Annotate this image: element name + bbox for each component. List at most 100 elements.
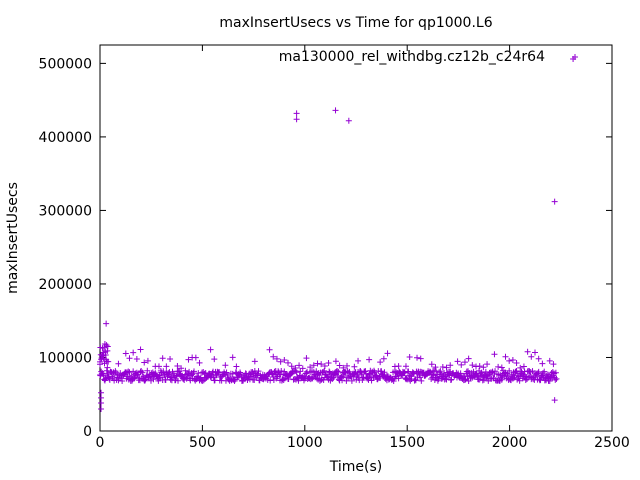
data-point xyxy=(335,368,342,375)
data-point xyxy=(185,356,192,363)
data-point xyxy=(343,362,350,369)
data-point xyxy=(144,357,151,364)
x-tick-label: 500 xyxy=(189,435,216,451)
data-point xyxy=(549,369,556,376)
data-point xyxy=(535,355,542,362)
data-point xyxy=(139,369,146,376)
data-point xyxy=(409,369,416,376)
data-point xyxy=(517,364,524,371)
data-point xyxy=(509,356,516,363)
legend: ma130000_rel_withdbg.cz12b_c24r64 xyxy=(279,49,578,65)
data-point xyxy=(346,368,353,375)
data-point xyxy=(107,368,114,375)
data-point xyxy=(288,363,295,370)
data-point xyxy=(506,367,513,374)
data-point xyxy=(513,367,520,374)
data-point xyxy=(406,354,413,361)
data-point xyxy=(380,355,387,362)
data-point xyxy=(318,361,325,368)
data-point xyxy=(207,346,214,353)
data-point xyxy=(175,377,182,384)
data-point xyxy=(414,354,421,361)
data-point xyxy=(224,372,231,379)
data-point xyxy=(255,368,262,375)
data-point xyxy=(103,342,110,349)
data-point xyxy=(355,357,362,364)
data-point xyxy=(461,359,468,366)
data-point xyxy=(428,361,435,368)
data-point xyxy=(539,370,546,377)
data-point xyxy=(126,369,133,376)
data-point xyxy=(325,360,332,367)
data-point xyxy=(340,373,347,380)
data-point xyxy=(506,357,513,364)
data-point xyxy=(334,367,341,374)
data-point xyxy=(478,369,485,376)
data-point xyxy=(281,375,288,382)
x-tick-label: 2000 xyxy=(492,435,528,451)
data-point xyxy=(495,363,502,370)
data-point xyxy=(480,364,487,371)
data-point xyxy=(552,369,559,376)
data-point xyxy=(498,364,505,371)
data-point xyxy=(531,349,538,356)
data-point xyxy=(307,364,314,371)
legend-marker xyxy=(572,54,578,60)
data-point xyxy=(366,356,373,363)
data-point xyxy=(192,354,199,361)
data-point xyxy=(270,353,277,360)
plot-frame xyxy=(99,44,613,432)
data-point xyxy=(273,355,280,362)
data-point xyxy=(137,346,144,353)
data-point xyxy=(482,368,489,375)
data-point xyxy=(448,376,455,383)
data-point xyxy=(197,374,204,381)
x-tick-label: 1500 xyxy=(389,435,425,451)
data-point xyxy=(552,376,559,383)
data-point xyxy=(339,377,346,384)
data-point xyxy=(535,368,542,375)
data-point xyxy=(484,361,491,368)
data-point xyxy=(371,369,378,376)
data-point xyxy=(330,374,337,381)
data-point xyxy=(211,356,218,363)
data-point xyxy=(178,365,185,372)
data-point xyxy=(160,368,167,375)
data-point xyxy=(345,369,352,376)
data-point xyxy=(432,364,439,371)
data-point xyxy=(174,363,181,370)
data-point xyxy=(105,374,112,381)
data-point xyxy=(231,377,238,384)
data-point xyxy=(326,368,333,375)
data-point xyxy=(498,376,505,383)
data-point xyxy=(122,350,129,357)
data-point xyxy=(332,358,339,365)
data-point xyxy=(310,362,317,369)
data-point xyxy=(104,364,111,371)
data-point xyxy=(267,377,274,384)
data-point xyxy=(209,369,216,376)
y-tick-label: 300000 xyxy=(39,203,92,219)
data-point xyxy=(447,362,454,369)
x-tick-label: 1000 xyxy=(287,435,323,451)
y-tick-label: 400000 xyxy=(39,130,92,146)
data-point xyxy=(150,376,157,383)
data-point xyxy=(196,359,203,366)
data-point xyxy=(115,360,122,367)
data-point xyxy=(384,350,391,357)
data-point xyxy=(126,355,133,362)
data-point xyxy=(304,368,311,375)
outlier-point xyxy=(103,320,110,327)
data-point xyxy=(297,368,304,375)
data-point xyxy=(469,362,476,369)
data-point xyxy=(163,363,170,370)
outlier-point xyxy=(98,405,105,412)
data-point xyxy=(528,353,535,360)
data-point xyxy=(511,372,518,379)
y-tick-label: 200000 xyxy=(39,277,92,293)
data-point xyxy=(152,370,159,377)
data-point xyxy=(141,377,148,384)
data-point xyxy=(550,361,557,368)
data-point xyxy=(381,369,388,376)
data-point xyxy=(418,377,425,384)
